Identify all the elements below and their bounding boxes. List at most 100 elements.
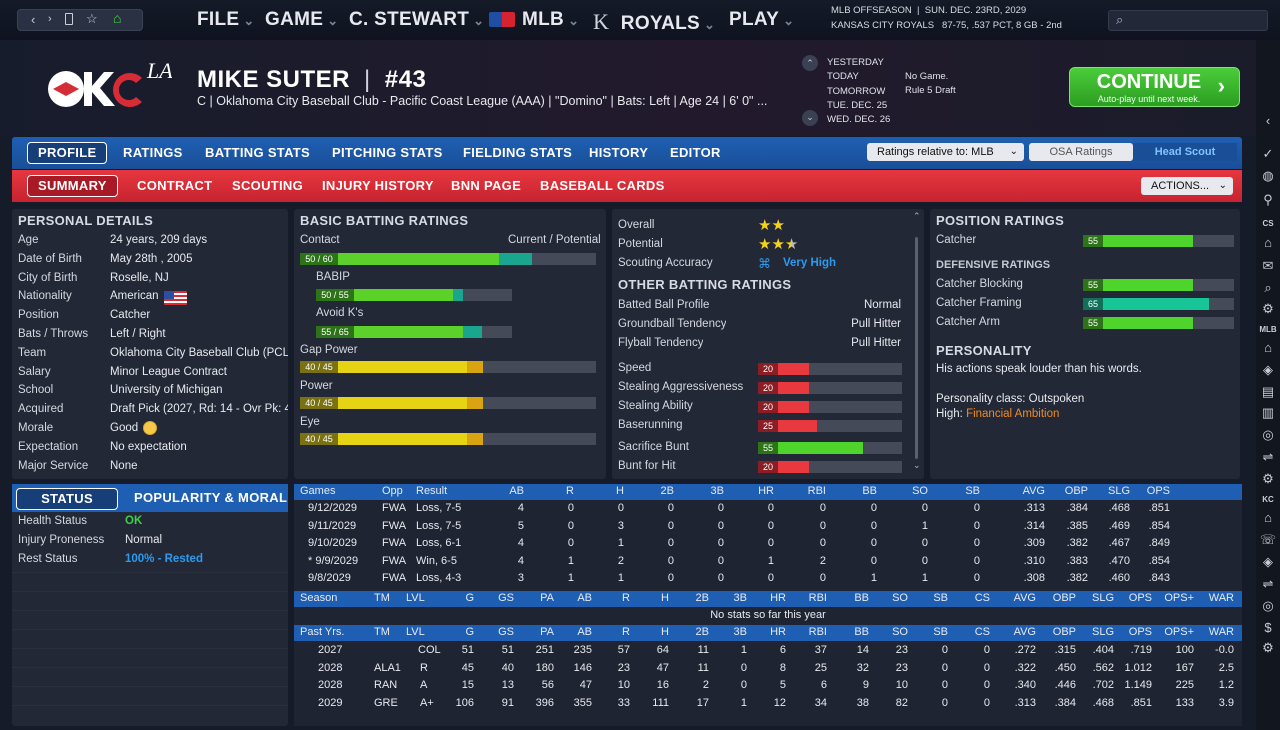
chevron-right-icon[interactable]: ›: [48, 13, 52, 25]
game-stat-cell: 0: [870, 554, 877, 567]
search-input[interactable]: ⌕: [1108, 10, 1268, 31]
scrollbar-thumb[interactable]: [915, 237, 918, 459]
personality-title: PERSONALITY: [936, 343, 1032, 358]
rating-current-fill: [338, 361, 467, 373]
gear-icon[interactable]: ⚙: [1262, 471, 1274, 486]
past-header-cell: SLG: [1091, 626, 1114, 638]
home-icon[interactable]: ⌂: [1264, 510, 1272, 525]
menu-file[interactable]: FILE ⌄: [197, 9, 255, 31]
game-stat-cell: FWA: [382, 502, 407, 514]
globe-icon[interactable]: ◍: [1262, 168, 1274, 183]
past-stat-cell: 6: [779, 644, 786, 656]
games-header-cell: SLG: [1107, 485, 1130, 497]
link-icon[interactable]: ⇌: [1262, 576, 1274, 591]
tab-history[interactable]: HISTORY: [589, 145, 649, 160]
search-icon[interactable]: ⌕: [1264, 280, 1272, 295]
tab-editor[interactable]: EDITOR: [670, 145, 721, 160]
status-label: Injury Proneness: [18, 534, 105, 546]
bookmark-icon[interactable]: [65, 13, 73, 25]
games-header-cell: 3B: [710, 485, 724, 497]
game-stat-cell: Win, 6-5: [416, 554, 457, 567]
panel-scrollbar[interactable]: ⌃ ⌄: [913, 211, 921, 473]
season-header-cell[interactable]: Season: [300, 592, 338, 604]
phone-icon[interactable]: ☏: [1259, 532, 1277, 547]
ratings-relative-select[interactable]: Ratings relative to: MLB ⌄: [867, 143, 1024, 161]
games-header-cell: OPS: [1146, 485, 1170, 497]
games-header-cell: SB: [965, 485, 980, 497]
tab-ratings[interactable]: RATINGS: [123, 145, 183, 160]
status-panel: STATUS POPULARITY & MORALE Health Status…: [12, 484, 288, 726]
actions-dropdown[interactable]: ACTIONS... ⌄: [1141, 177, 1233, 195]
game-stat-cell: 1: [567, 572, 574, 584]
tab-summary[interactable]: SUMMARY: [27, 175, 118, 197]
rating-bar: 40 / 45: [300, 397, 596, 409]
link-icon[interactable]: ⇌: [1262, 449, 1274, 464]
games-header-cell[interactable]: Games: [300, 485, 336, 497]
card-icon[interactable]: ▤: [1261, 384, 1275, 399]
mail-icon[interactable]: ✉: [1262, 258, 1274, 273]
current-potential-label: Current / Potential: [508, 234, 601, 246]
check-icon[interactable]: ✓: [1262, 146, 1274, 161]
tab-popularity-morale[interactable]: POPULARITY & MORALE: [134, 490, 288, 505]
tab-contract[interactable]: CONTRACT: [137, 178, 213, 193]
game-stat-cell: .467: [1108, 537, 1130, 549]
row-divider: [12, 705, 288, 706]
collapse-icon[interactable]: ‹: [1265, 113, 1271, 128]
rating-badge: 20: [758, 401, 778, 413]
home-icon[interactable]: ⌂: [1264, 340, 1272, 355]
past-header-cell: OPS+: [1164, 626, 1194, 638]
tab-injury-history[interactable]: INJURY HISTORY: [322, 178, 434, 193]
season-header-cell: SO: [892, 592, 908, 604]
head-scout-button[interactable]: Head Scout: [1133, 143, 1237, 161]
chart-icon[interactable]: ▥: [1261, 405, 1275, 420]
home-icon[interactable]: ⌂: [1264, 235, 1272, 250]
past-stat-cell: ALA1: [374, 661, 401, 674]
player-name: MIKE SUTER | #43: [197, 66, 426, 94]
past-stat-cell: 13: [501, 679, 514, 691]
tab-scouting[interactable]: SCOUTING: [232, 178, 304, 193]
past-year: 2029: [318, 696, 343, 709]
baseball-icon[interactable]: ◎: [1262, 598, 1274, 613]
menu-manager[interactable]: C. STEWART ⌄: [349, 9, 484, 31]
past-stat-cell: 133: [1175, 696, 1194, 709]
schedule-down-button[interactable]: ⌄: [802, 110, 818, 126]
gear-icon[interactable]: ⚙: [1262, 301, 1274, 316]
game-stat-cell: 0: [767, 502, 774, 514]
dollar-icon[interactable]: $: [1264, 620, 1272, 635]
continue-button[interactable]: CONTINUE Auto-play until next week. ›: [1069, 67, 1240, 107]
game-stat-cell: FWA: [382, 572, 407, 584]
batting-label: Eye: [300, 416, 320, 428]
menu-mlb[interactable]: MLB ⌄: [489, 9, 579, 31]
tab-batting-stats[interactable]: BATTING STATS: [205, 145, 310, 160]
menu-royals[interactable]: K ROYALS ⌄: [593, 9, 715, 35]
shield-icon[interactable]: ◈: [1263, 362, 1273, 377]
rating-current-fill: [338, 253, 500, 265]
gear-icon[interactable]: ⚙: [1262, 640, 1274, 655]
chevron-left-icon[interactable]: ‹: [31, 12, 36, 27]
past-stat-cell: .450: [1054, 661, 1076, 674]
tab-bnn-page[interactable]: BNN PAGE: [451, 178, 522, 193]
personal-label: Morale: [18, 422, 54, 434]
tab-profile[interactable]: PROFILE: [27, 142, 108, 164]
tab-status[interactable]: STATUS: [16, 488, 118, 510]
season-header-cell: CS: [974, 592, 990, 604]
star-icon[interactable]: ☆: [86, 11, 98, 26]
pin-icon[interactable]: ⚲: [1263, 192, 1273, 207]
position-ratings-panel: POSITION RATINGS Catcher 55 DEFENSIVE RAT…: [930, 209, 1240, 479]
past-header-cell: WAR: [1208, 626, 1234, 638]
schedule-up-button[interactable]: ⌃: [802, 55, 818, 71]
past-header-cell: GS: [498, 626, 514, 638]
rating-badge: 55: [1083, 317, 1103, 329]
tab-baseball-cards[interactable]: BASEBALL CARDS: [540, 178, 665, 193]
home-icon[interactable]: ⌂: [113, 10, 122, 26]
menu-play[interactable]: PLAY ⌄: [729, 9, 794, 31]
tab-pitching-stats[interactable]: PITCHING STATS: [332, 145, 443, 160]
past-stat-cell: 32: [856, 661, 869, 674]
shield-icon[interactable]: ◈: [1263, 554, 1273, 569]
baseball-icon[interactable]: ◎: [1262, 427, 1274, 442]
menu-game[interactable]: GAME ⌄: [265, 9, 338, 31]
osa-ratings-button[interactable]: OSA Ratings: [1029, 143, 1133, 161]
past-header-cell[interactable]: Past Yrs.: [300, 626, 345, 638]
tab-fielding-stats[interactable]: FIELDING STATS: [463, 145, 573, 160]
rating-badge: 25: [758, 420, 778, 432]
